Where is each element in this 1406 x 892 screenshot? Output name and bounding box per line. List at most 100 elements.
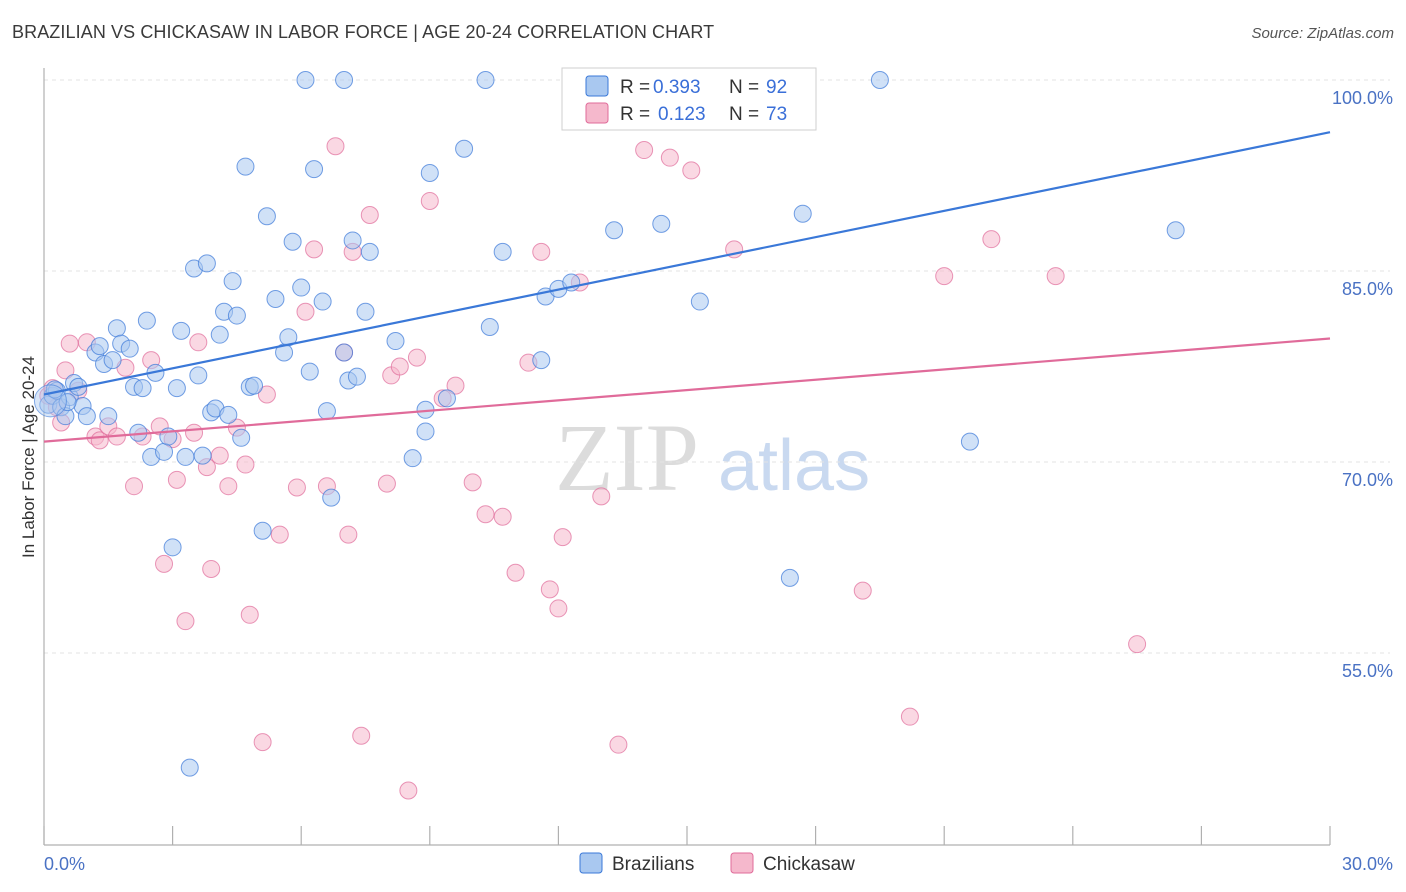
chickasaw-point <box>360 205 379 224</box>
bottom-swatch-chickasaw <box>730 852 754 874</box>
bottom-swatch-brazilians <box>579 852 603 874</box>
brazilian-point <box>219 405 238 424</box>
legend-swatch-brazilians <box>585 75 609 97</box>
brazilian-point <box>335 343 354 362</box>
brazilian-point <box>137 311 156 330</box>
brazilian-point <box>227 306 246 325</box>
brazilian-point <box>335 71 354 89</box>
chickasaw-point <box>125 477 144 496</box>
brazilian-point <box>317 402 336 421</box>
brazilian-point <box>245 376 264 395</box>
chickasaw-point <box>493 507 512 526</box>
brazilian-point <box>180 758 199 777</box>
chickasaw-point <box>935 267 954 286</box>
brazilian-point <box>167 379 186 398</box>
chickasaw-point <box>982 230 1001 249</box>
brazilian-point <box>605 221 624 240</box>
bottom-legend-brazilians: Brazilians <box>612 854 694 875</box>
legend-r-value-chickasaw: 0.123 <box>658 104 706 125</box>
legend-r-label-brazilians: R = <box>620 77 650 98</box>
brazilian-point <box>403 449 422 468</box>
brazilian-point <box>133 379 152 398</box>
brazilian-point <box>386 332 405 351</box>
chickasaw-point <box>339 525 358 544</box>
series-legend: Brazilians Chickasaw <box>579 852 855 875</box>
brazilian-point <box>416 422 435 441</box>
chickasaw-point <box>352 726 371 745</box>
brazilian-point <box>300 362 319 381</box>
brazilian-point <box>266 290 285 309</box>
y-axis-label: In Labor Force | Age 20-24 <box>19 356 38 558</box>
bottom-legend-chickasaw: Chickasaw <box>763 854 855 875</box>
chickasaw-point <box>1128 635 1147 654</box>
legend-swatch-chickasaw <box>585 102 609 124</box>
brazilian-point <box>99 407 118 426</box>
brazilian-point <box>189 366 208 385</box>
legend-n-value-brazilians: 92 <box>766 77 787 98</box>
y-tick-label: 100.0% <box>1332 88 1393 108</box>
chickasaw-point <box>326 137 345 156</box>
legend-n-label-brazilians: N = <box>729 77 759 98</box>
brazilian-point <box>283 232 302 251</box>
chickasaw-point <box>532 242 551 261</box>
y-tick-label: 70.0% <box>1342 470 1393 490</box>
chickasaw-point <box>377 474 396 493</box>
brazilian-point <box>360 242 379 261</box>
chickasaw-point <box>167 470 186 489</box>
brazilian-point <box>870 71 889 89</box>
brazilian-point <box>103 351 122 370</box>
chickasaw-point <box>296 302 315 321</box>
chickasaw-point <box>682 161 701 180</box>
chickasaw-point <box>407 348 426 367</box>
x-tick-label-min: 0.0% <box>44 854 85 874</box>
chickasaw-point <box>305 240 324 259</box>
brazilian-point <box>223 272 242 291</box>
brazilian-point <box>77 407 96 426</box>
chickasaw-point <box>553 528 572 547</box>
chickasaw-point <box>60 334 79 353</box>
brazilian-point <box>493 242 512 261</box>
chart-title: BRAZILIAN VS CHICKASAW IN LABOR FORCE | … <box>12 22 715 42</box>
chickasaw-point <box>463 473 482 492</box>
brazilian-point <box>476 71 495 89</box>
stats-legend: R = 0.393 N = 92 R = 0.123 N = 73 <box>561 67 817 131</box>
brazilian-point <box>107 319 126 338</box>
chickasaw-trend-line <box>43 337 1331 443</box>
brazilian-point <box>155 442 174 461</box>
chickasaw-point <box>287 478 306 497</box>
chickasaw-point <box>270 525 289 544</box>
legend-r-value-brazilians: 0.393 <box>653 77 701 98</box>
legend-n-label-chickasaw: N = <box>729 104 759 125</box>
chickasaw-point <box>189 333 208 352</box>
brazilian-point <box>343 231 362 250</box>
brazilian-trend-line <box>43 131 1331 396</box>
chickasaw-point <box>446 376 465 395</box>
legend-r-label-chickasaw: R = <box>620 104 650 125</box>
grid-lines <box>44 79 1390 654</box>
chickasaw-point <box>257 385 276 404</box>
chickasaw-point <box>176 612 195 631</box>
chickasaw-point <box>609 735 628 754</box>
brazilian-point <box>232 428 251 447</box>
brazilian-point <box>356 302 375 321</box>
brazilian-point <box>210 325 229 344</box>
chickasaw-point <box>219 477 238 496</box>
y-tick-label: 85.0% <box>1342 279 1393 299</box>
chickasaw-point <box>635 141 654 160</box>
y-tick-label: 55.0% <box>1342 661 1393 681</box>
brazilian-point <box>652 214 671 233</box>
brazilian-point <box>437 389 456 408</box>
y-tick-labels: 55.0% 70.0% 85.0% 100.0% <box>1332 88 1393 681</box>
brazilian-point <box>163 538 182 557</box>
chickasaw-point <box>853 581 872 600</box>
trend-lines <box>43 131 1331 443</box>
chickasaw-point <box>240 605 259 624</box>
brazilian-point <box>305 160 324 179</box>
brazilian-point <box>793 204 812 223</box>
brazilian-point <box>960 432 979 451</box>
chickasaw-point <box>660 148 679 167</box>
brazilian-point <box>172 321 191 340</box>
chickasaw-point <box>900 707 919 726</box>
brazilian-point <box>347 367 366 386</box>
